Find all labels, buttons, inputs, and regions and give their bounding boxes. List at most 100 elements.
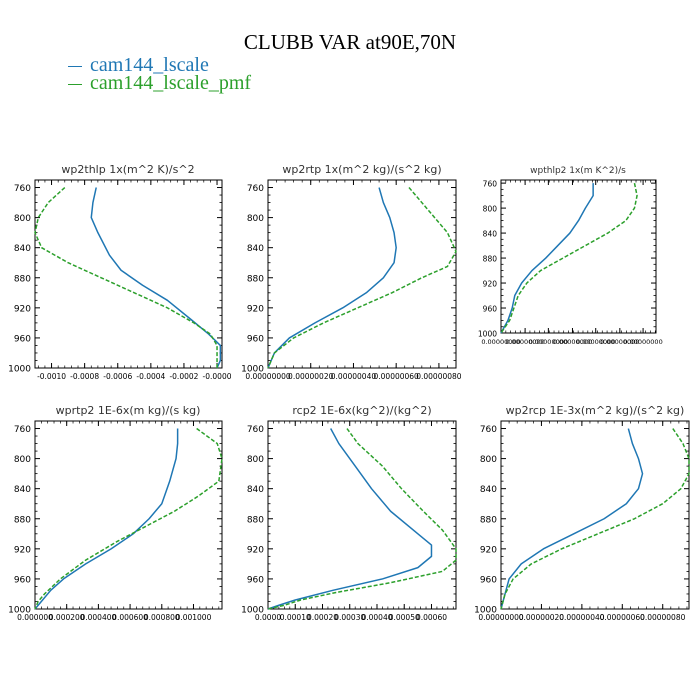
y-tick-label: 960 (480, 575, 497, 585)
y-tick-label: 760 (14, 184, 31, 194)
series-line-lscale (500, 428, 644, 610)
panel-title: wpthlp2 1x(m K^2)/s (530, 166, 626, 176)
legend-swatch-lscale (68, 65, 82, 68)
y-tick-label: 840 (247, 485, 264, 495)
y-tick-label: 840 (14, 485, 31, 495)
x-tick-label: 0.00030 (334, 613, 365, 622)
y-tick-label: 960 (14, 334, 31, 344)
x-tick-label: 0.00000000 (600, 338, 639, 346)
y-tick-label: 760 (480, 425, 497, 435)
series-line-lscale-pmf (267, 428, 457, 610)
y-tick-label: 760 (247, 425, 264, 435)
legend-item-lscale: cam144_lscale (68, 54, 209, 77)
y-tick-label: 960 (247, 575, 264, 585)
plot-frame (500, 420, 690, 610)
x-tick-label: 0.00000060 (374, 372, 420, 381)
x-tick-label: 0.00010 (280, 613, 311, 622)
x-tick-label: 0.00000000 (623, 338, 662, 346)
legend-label-lscale: cam144_lscale (90, 54, 209, 76)
y-tick-label: 800 (483, 205, 498, 214)
x-tick-label: -0.0004 (136, 372, 165, 381)
y-tick-label: 920 (14, 304, 31, 314)
y-tick-label: 840 (14, 244, 31, 254)
x-tick-label: 0.00000000 (245, 372, 291, 381)
y-tick-label: 960 (14, 575, 31, 585)
x-tick-label: 0.00020 (307, 613, 338, 622)
x-tick-label: 0.00000080 (640, 613, 686, 622)
y-tick-label: 960 (483, 305, 498, 314)
y-tick-label: 800 (14, 455, 31, 465)
series-line-lscale (267, 187, 397, 369)
figure-title: CLUBB VAR at90E,70N (243, 30, 457, 54)
y-tick-label: 880 (14, 515, 31, 525)
legend-swatch-lscale-pmf (68, 83, 82, 86)
y-tick-label: 960 (247, 334, 264, 344)
x-tick-label: 0.00000040 (559, 613, 605, 622)
y-tick-label: 880 (247, 274, 264, 284)
x-tick-label: 0.00060 (416, 613, 447, 622)
y-tick-label: 840 (480, 485, 497, 495)
x-tick-label: 0.000600 (112, 613, 148, 622)
y-tick-label: 920 (483, 280, 498, 289)
x-tick-label: -0.0008 (70, 372, 99, 381)
x-tick-label: 0.00000020 (288, 372, 334, 381)
panel-title: wprtp2 1E-6x(m kg)/(s kg) (56, 404, 201, 417)
y-tick-label: 920 (14, 545, 31, 555)
series-line-lscale-pmf (500, 428, 690, 610)
y-tick-label: 920 (247, 545, 264, 555)
y-tick-label: 800 (247, 455, 264, 465)
y-tick-label: 880 (483, 255, 498, 264)
panel-title: rcp2 1E-6x(kg^2)/(kg^2) (292, 404, 431, 417)
y-tick-label: 880 (247, 515, 264, 525)
y-tick-label: 760 (14, 425, 31, 435)
x-tick-label: 0.00000020 (519, 613, 565, 622)
x-tick-label: 0.00050 (389, 613, 420, 622)
y-tick-label: 920 (247, 304, 264, 314)
y-tick-label: 1000 (474, 606, 497, 616)
x-tick-label: 0.00000000 (576, 338, 615, 346)
y-tick-label: 1000 (478, 330, 497, 339)
series-line-lscale-pmf (34, 186, 218, 368)
x-tick-label: 0.000400 (80, 613, 116, 622)
panel-title: wp2rtp 1x(m^2 kg)/(s^2 kg) (282, 163, 441, 176)
series-line-lscale (90, 187, 222, 369)
legend-label-lscale-pmf: cam144_lscale_pmf (90, 72, 252, 94)
y-tick-label: 800 (14, 214, 31, 224)
y-tick-label: 800 (480, 455, 497, 465)
series-line-lscale-pmf (267, 187, 457, 369)
y-tick-label: 760 (247, 184, 264, 194)
x-tick-label: 0.00000000 (478, 613, 524, 622)
panel-title: wp2rcp 1E-3x(m^2 kg)/(s^2 kg) (506, 404, 685, 417)
x-tick-label: -0.0010 (37, 372, 66, 381)
x-tick-label: 0.000000 (17, 613, 53, 622)
x-tick-label: 0.00000000 (481, 338, 520, 346)
y-tick-label: 920 (480, 545, 497, 555)
plot-frame (500, 179, 657, 334)
x-tick-label: -0.0000 (203, 372, 232, 381)
plot-frame (34, 420, 223, 610)
x-tick-label: -0.0006 (103, 372, 132, 381)
x-tick-label: 0.00000000 (529, 338, 568, 346)
y-tick-label: 760 (483, 180, 498, 189)
x-tick-label: 0.00000040 (331, 372, 377, 381)
x-tick-label: -0.0002 (169, 372, 198, 381)
y-tick-label: 1000 (241, 365, 264, 375)
series-line-lscale (500, 183, 594, 334)
y-tick-label: 880 (14, 274, 31, 284)
series-line-lscale-pmf (34, 427, 223, 610)
y-tick-label: 1000 (8, 606, 31, 616)
y-tick-label: 800 (247, 214, 264, 224)
x-tick-label: 0.00040 (361, 613, 392, 622)
x-tick-label: 0.000800 (144, 613, 180, 622)
y-tick-label: 1000 (8, 365, 31, 375)
legend-item-lscale-pmf: cam144_lscale_pmf (68, 72, 251, 95)
x-tick-label: 0.00000000 (505, 338, 544, 346)
series-line-lscale (267, 428, 433, 610)
y-tick-label: 840 (483, 230, 498, 239)
x-tick-label: 0.00000000 (553, 338, 592, 346)
plot-frame (267, 420, 457, 610)
y-tick-label: 880 (480, 515, 497, 525)
x-tick-label: 0.0000 (255, 613, 281, 622)
x-tick-label: 0.000200 (49, 613, 85, 622)
